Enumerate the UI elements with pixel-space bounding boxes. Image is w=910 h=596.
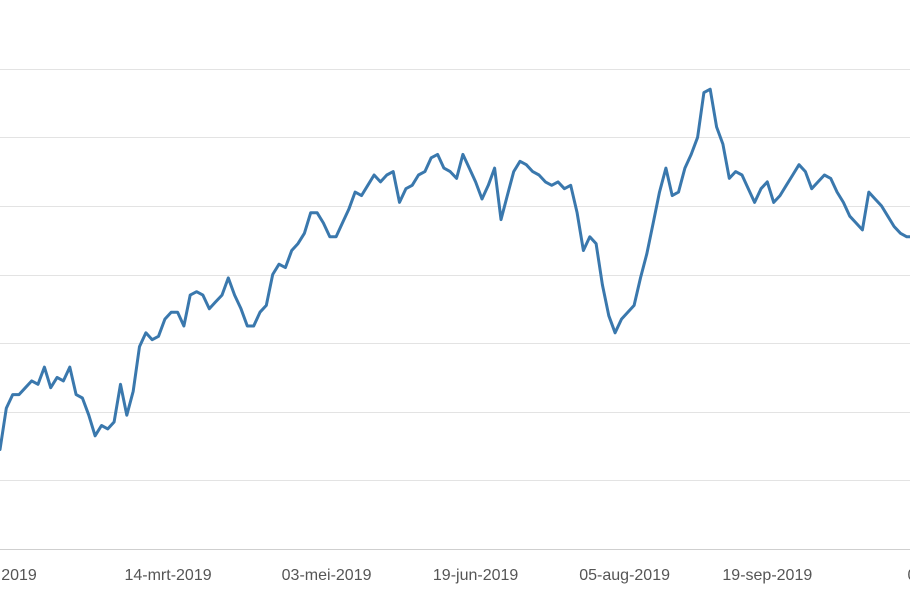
- x-tick-label: 14-mrt-2019: [124, 567, 211, 584]
- series-line-1: [0, 87, 910, 451]
- x-tick-label: 03-mei-2019: [282, 567, 372, 584]
- x-tick-label: 19-sep-2019: [722, 567, 812, 584]
- x-tick-label: 05-aug-2019: [579, 567, 670, 584]
- x-tick-label: 2019: [1, 567, 37, 584]
- x-axis-tick-labels: 2019 14-mrt-2019 03-mei-2019 19-jun-2019 05-…: [1, 567, 910, 584]
- y-gridlines: [0, 69, 910, 481]
- x-tick-label: 19-jun-2019: [433, 567, 519, 584]
- series-group: [0, 87, 910, 451]
- x-tick-label: 05: [907, 567, 910, 584]
